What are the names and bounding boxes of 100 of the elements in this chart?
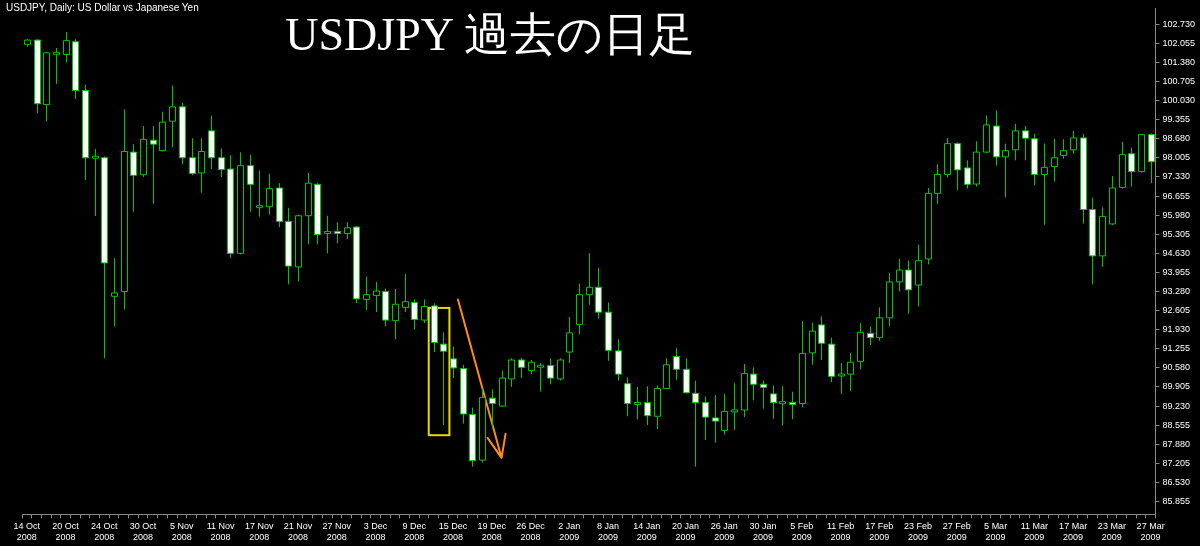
candlestick bbox=[964, 159, 971, 190]
x-tick-label: 5 Feb 2009 bbox=[790, 521, 814, 543]
x-tick-label: 5 Nov 2008 bbox=[170, 521, 195, 543]
y-tick-label: 101.380 bbox=[1162, 56, 1196, 67]
x-tick-label: 8 Jan 2009 bbox=[597, 521, 620, 543]
y-tick-label: 87.880 bbox=[1162, 438, 1190, 449]
candlestick bbox=[324, 215, 331, 254]
y-tick-label: 91.255 bbox=[1162, 343, 1190, 354]
y-tick-label: 90.580 bbox=[1162, 362, 1190, 373]
candlestick bbox=[692, 380, 699, 468]
x-tick-label: 5 Mar 2009 bbox=[984, 521, 1008, 543]
candlestick bbox=[450, 345, 457, 379]
y-tick-label: 95.980 bbox=[1162, 209, 1190, 220]
candlestick bbox=[440, 331, 447, 426]
candlestick bbox=[256, 169, 263, 218]
x-tick-label: 17 Feb 2009 bbox=[865, 521, 894, 543]
candlestick bbox=[586, 252, 593, 306]
candlestick bbox=[1002, 143, 1009, 199]
candlestick bbox=[876, 306, 883, 342]
chart-title: USDJPY 過去の日足 bbox=[284, 8, 696, 62]
chart-subtitle: USDJPY, Daily: US Dollar vs Japanese Yen bbox=[6, 2, 199, 13]
candlestick bbox=[673, 347, 680, 381]
x-tick-label: 17 Mar 2009 bbox=[1059, 521, 1088, 543]
candlestick bbox=[150, 125, 157, 205]
y-tick-label: 92.605 bbox=[1162, 305, 1190, 316]
x-tick-label: 15 Dec 2008 bbox=[438, 521, 468, 543]
y-tick-label: 95.305 bbox=[1162, 228, 1190, 239]
x-tick-label: 26 Dec 2008 bbox=[516, 521, 546, 543]
x-tick-label: 20 Jan 2009 bbox=[672, 521, 700, 543]
x-tick-label: 21 Nov 2008 bbox=[283, 521, 313, 543]
y-tick-label: 96.655 bbox=[1162, 190, 1190, 201]
candlestick bbox=[92, 148, 99, 217]
y-tick-label: 102.730 bbox=[1162, 18, 1196, 29]
candlestick bbox=[169, 85, 176, 148]
x-tick-label: 9 Dec 2008 bbox=[402, 521, 427, 543]
candlestick bbox=[1041, 143, 1048, 226]
candlestick bbox=[896, 258, 903, 293]
x-tick-label: 20 Oct 2008 bbox=[52, 521, 80, 543]
x-tick-label: 24 Oct 2008 bbox=[91, 521, 119, 543]
x-tick-label: 23 Feb 2009 bbox=[904, 521, 933, 543]
y-tick-label: 91.930 bbox=[1162, 324, 1190, 335]
candlestick bbox=[683, 357, 690, 394]
candlestick bbox=[779, 385, 786, 427]
candlestick bbox=[266, 173, 273, 216]
x-tick-label: 14 Jan 2009 bbox=[633, 521, 661, 543]
candlestick bbox=[557, 357, 564, 382]
candlestick bbox=[1128, 147, 1135, 188]
candlestick bbox=[624, 377, 631, 417]
candlestick bbox=[189, 137, 196, 176]
candlestick bbox=[721, 393, 728, 436]
y-tick-label: 98.680 bbox=[1162, 133, 1190, 144]
x-tick-label: 2 Jan 2009 bbox=[558, 521, 581, 543]
y-tick-label: 89.905 bbox=[1162, 381, 1190, 392]
candlestick bbox=[411, 298, 418, 331]
y-tick-label: 87.205 bbox=[1162, 457, 1190, 468]
candlestick bbox=[712, 394, 719, 444]
candlestick bbox=[731, 382, 738, 431]
candlestick bbox=[847, 352, 854, 392]
candlestick bbox=[905, 259, 912, 315]
candlestick bbox=[634, 386, 641, 420]
x-tick-label: 11 Mar 2009 bbox=[1020, 521, 1049, 543]
x-tick-label: 26 Jan 2009 bbox=[710, 521, 738, 543]
x-tick-label: 11 Nov 2008 bbox=[206, 521, 236, 543]
y-tick-label: 93.955 bbox=[1162, 266, 1190, 277]
y-tick-label: 89.230 bbox=[1162, 400, 1190, 411]
candlestick bbox=[1060, 138, 1067, 160]
candlestick bbox=[392, 288, 399, 340]
x-tick-label: 14 Oct 2008 bbox=[13, 521, 41, 543]
candlestick bbox=[247, 154, 254, 213]
candlestick bbox=[702, 395, 709, 441]
candlestick bbox=[566, 316, 573, 364]
y-tick-label: 100.030 bbox=[1162, 95, 1196, 106]
candlestick bbox=[789, 391, 796, 420]
candlestick bbox=[838, 362, 845, 395]
x-tick-label: 27 Feb 2009 bbox=[942, 521, 971, 543]
candlestick bbox=[537, 362, 544, 393]
candlestick bbox=[809, 322, 816, 366]
candlestick bbox=[334, 221, 341, 244]
candlestick bbox=[644, 385, 651, 426]
candlestick bbox=[867, 325, 874, 346]
x-tick-label: 19 Dec 2008 bbox=[477, 521, 507, 543]
y-tick-label: 85.855 bbox=[1162, 496, 1190, 507]
candlestick bbox=[615, 338, 622, 382]
candlestick bbox=[508, 357, 515, 388]
candlestick bbox=[363, 276, 370, 311]
y-tick-label: 93.280 bbox=[1162, 286, 1190, 297]
y-tick-label: 94.630 bbox=[1162, 247, 1190, 258]
x-tick-label: 3 Dec 2008 bbox=[363, 521, 388, 543]
x-tick-label: 27 Nov 2008 bbox=[322, 521, 352, 543]
candlestick bbox=[750, 366, 757, 401]
x-tick-label: 27 Mar 2009 bbox=[1136, 521, 1165, 543]
x-tick-label: 30 Oct 2008 bbox=[129, 521, 157, 543]
y-tick-label: 99.355 bbox=[1162, 114, 1190, 125]
candlestick bbox=[402, 273, 409, 313]
candlestick bbox=[421, 298, 428, 324]
y-tick-label: 88.555 bbox=[1162, 419, 1190, 430]
x-tick-label: 17 Nov 2008 bbox=[245, 521, 275, 543]
candlestick bbox=[760, 380, 767, 410]
candlestick bbox=[63, 31, 70, 63]
candlestick bbox=[130, 143, 137, 213]
